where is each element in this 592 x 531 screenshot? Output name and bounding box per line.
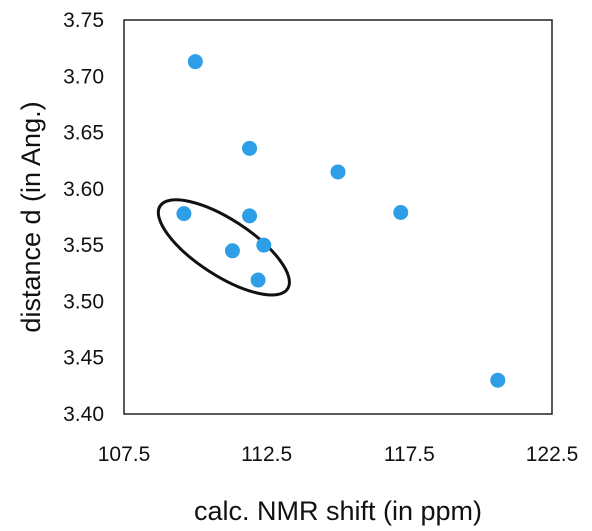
x-tick-labels: 107.5 112.5 117.5 122.5 [98, 443, 579, 466]
data-point [393, 204, 409, 220]
x-axis-label: calc. NMR shift (in ppm) [194, 496, 482, 526]
y-tick-label: 3.40 [63, 403, 104, 426]
highlight-ellipse [156, 198, 291, 297]
y-tick-label: 3.55 [63, 234, 104, 257]
data-point [256, 237, 272, 253]
x-tick-label: 107.5 [98, 443, 151, 466]
y-tick-label: 3.70 [63, 65, 104, 88]
data-point [242, 140, 258, 156]
data-point [250, 272, 266, 288]
y-tick-label: 3.75 [63, 9, 104, 32]
data-point [187, 54, 203, 70]
annotation-layer [156, 198, 291, 297]
data-point [176, 206, 192, 222]
y-tick-label: 3.60 [63, 178, 104, 201]
data-point [224, 243, 240, 259]
data-point [330, 164, 346, 180]
data-points [176, 54, 506, 388]
y-tick-label: 3.50 [63, 290, 104, 313]
y-tick-labels: 3.40 3.45 3.50 3.55 3.60 3.65 3.70 3.75 [63, 9, 104, 426]
y-tick-label: 3.65 [63, 122, 104, 145]
data-point [490, 372, 506, 388]
x-tick-label: 117.5 [384, 443, 435, 466]
x-tick-label: 112.5 [241, 443, 292, 466]
y-tick-label: 3.45 [63, 347, 104, 370]
plot-area [123, 19, 553, 415]
x-tick-label: 122.5 [526, 443, 579, 466]
y-axis-label: distance d (in Ang.) [16, 101, 46, 332]
data-point [242, 208, 258, 224]
